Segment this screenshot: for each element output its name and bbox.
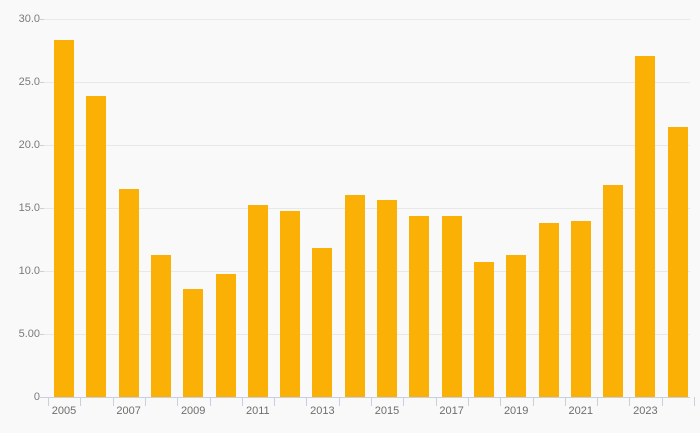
bar[interactable] [183, 288, 204, 397]
bar[interactable] [215, 273, 236, 397]
x-tick-mark [564, 397, 566, 406]
bar[interactable] [247, 205, 268, 397]
y-tick-mark-25 [39, 82, 44, 83]
bar[interactable] [667, 127, 688, 397]
bar[interactable] [54, 40, 74, 397]
x-tick-mark [241, 397, 243, 406]
x-tick-mark [661, 397, 663, 406]
bar[interactable] [603, 185, 624, 397]
gridline-30 [44, 19, 690, 20]
x-tick-label: 2009 [180, 405, 206, 417]
x-tick-label: 2011 [245, 405, 270, 417]
bar[interactable] [150, 254, 171, 397]
x-tick-label: 2023 [633, 405, 658, 417]
y-tick-label-10: 10.0 [18, 265, 40, 277]
x-tick-label: 2013 [310, 405, 335, 417]
bar[interactable] [86, 95, 107, 397]
bar[interactable] [570, 220, 591, 397]
y-tick-mark-0 [39, 397, 44, 398]
x-tick-mark [338, 397, 340, 406]
bar[interactable] [409, 215, 430, 397]
bar[interactable] [118, 189, 139, 397]
bar[interactable] [280, 210, 301, 397]
y-tick-mark-20 [39, 145, 44, 146]
bar[interactable] [473, 262, 494, 397]
x-tick-label: 2021 [568, 405, 594, 417]
x-tick-mark [371, 397, 372, 406]
x-tick-mark [48, 397, 49, 406]
bar[interactable] [538, 223, 559, 397]
bar[interactable] [441, 215, 462, 397]
y-tick-mark-5 [39, 334, 44, 335]
gridline-20 [44, 145, 690, 146]
y-tick-label-30: 30.0 [18, 13, 40, 25]
x-tick-mark [306, 397, 308, 406]
gridline-10 [44, 271, 690, 272]
x-tick-label: 2007 [116, 405, 141, 417]
x-axis-line [44, 397, 690, 398]
x-tick-mark [500, 397, 502, 406]
x-tick-mark [80, 397, 82, 406]
x-tick-label: 2017 [439, 405, 464, 417]
bar[interactable] [344, 195, 365, 397]
x-tick-mark [177, 397, 179, 406]
x-tick-mark [112, 397, 114, 406]
x-tick-mark [403, 397, 405, 406]
x-tick-mark [274, 397, 276, 406]
x-tick-mark [694, 397, 695, 406]
bar[interactable] [635, 55, 656, 397]
x-tick-label: 2019 [503, 405, 529, 417]
y-axis: 30.0 25.0 20.0 15.0 10.0 5.00 0 [0, 0, 40, 433]
x-tick-mark [209, 397, 211, 406]
y-tick-label-20: 20.0 [18, 139, 40, 151]
y-tick-mark-15 [39, 208, 44, 209]
bar[interactable] [312, 248, 333, 397]
x-tick-mark [435, 397, 437, 406]
x-tick-mark [629, 397, 631, 406]
x-tick-label: 2005 [51, 405, 77, 417]
gridline-25 [44, 82, 690, 83]
y-tick-label-25: 25.0 [18, 76, 40, 88]
x-tick-mark [467, 397, 469, 406]
gridline-5 [44, 334, 690, 335]
y-tick-mark-30 [39, 19, 44, 20]
x-tick-mark [532, 397, 534, 406]
y-tick-label-5: 5.00 [18, 328, 40, 340]
gridline-15 [44, 208, 690, 209]
x-tick-mark [144, 397, 146, 406]
y-tick-label-0: 0 [33, 391, 40, 403]
bar[interactable] [377, 200, 397, 397]
y-tick-label-15: 15.0 [18, 202, 40, 214]
y-tick-mark-10 [39, 271, 44, 272]
x-tick-mark [597, 397, 599, 406]
bar[interactable] [506, 254, 527, 397]
plot-gridlines [44, 0, 690, 397]
bar-series [44, 0, 690, 397]
x-tick-label: 2015 [374, 405, 400, 417]
